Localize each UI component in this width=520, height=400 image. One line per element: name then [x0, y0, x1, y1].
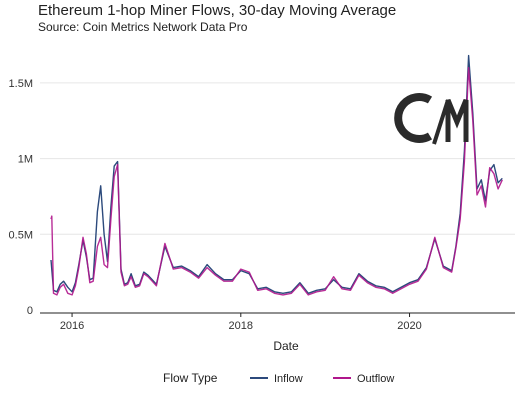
x-tick-label: 2018 [229, 320, 253, 332]
coinmetrics-logo [394, 93, 469, 145]
y-tick-label: 1.5M [9, 78, 33, 90]
x-tick-label: 2020 [397, 320, 421, 332]
x-tick-label: 2016 [60, 320, 84, 332]
legend-title: Flow Type [163, 371, 218, 385]
legend: Flow Type Inflow Outflow [163, 371, 394, 385]
y-tick-label: 0 [27, 305, 33, 317]
series-group [50, 54, 503, 296]
legend-label-outflow: Outflow [357, 373, 394, 385]
axes: 0 0.5M 1M 1.5M 2016 2018 2020 [9, 78, 515, 332]
legend-label-inflow: Inflow [274, 373, 303, 385]
chart-subtitle: Source: Coin Metrics Network Data Pro [38, 20, 248, 34]
series-line-inflow [50, 54, 503, 294]
chart-title: Ethereum 1-hop Miner Flows, 30-day Movin… [38, 2, 397, 19]
series-line-outflow [50, 66, 503, 296]
y-tick-label: 1M [18, 154, 33, 166]
x-axis-label: Date [273, 339, 299, 353]
y-tick-label: 0.5M [9, 229, 33, 241]
